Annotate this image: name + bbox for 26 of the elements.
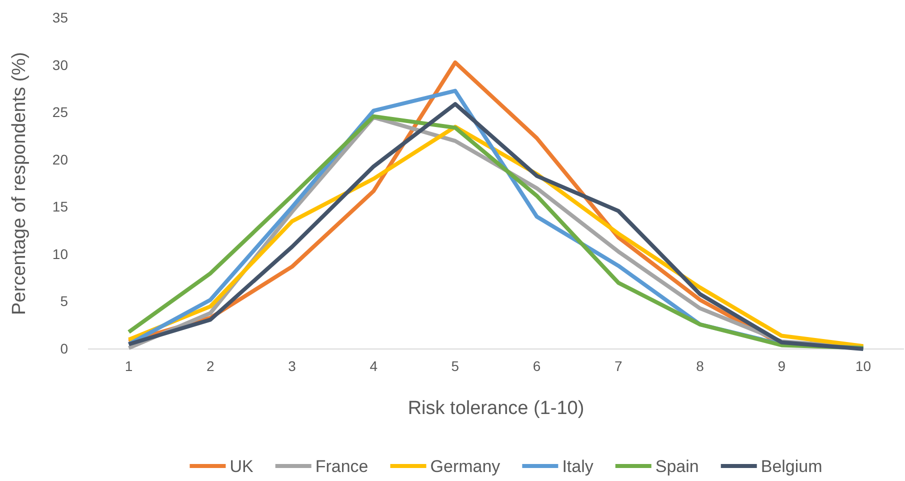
- legend-label: France: [315, 457, 368, 476]
- legend-label: Belgium: [760, 457, 822, 476]
- y-tick-label: 25: [52, 104, 68, 120]
- x-axis-title: Risk tolerance (1-10): [408, 398, 584, 419]
- y-tick-label: 30: [52, 56, 68, 73]
- x-tick-label: 4: [370, 358, 378, 374]
- y-tick-label: 10: [52, 246, 68, 262]
- x-tick-label: 1: [124, 358, 133, 374]
- y-tick-label: 5: [60, 293, 68, 310]
- x-tick-label: 10: [855, 358, 872, 374]
- x-tick-label: 7: [614, 358, 622, 374]
- x-tick-label: 6: [532, 358, 541, 374]
- x-tick-label: 9: [778, 358, 786, 374]
- x-tick-label: 5: [451, 358, 460, 374]
- y-axis-title: Percentage of respondents (%): [9, 52, 30, 315]
- legend-label: Italy: [562, 457, 594, 476]
- y-tick-label: 0: [60, 340, 68, 356]
- y-tick-label: 35: [52, 9, 68, 26]
- x-tick-label: 3: [288, 358, 296, 374]
- legend-label: Germany: [430, 457, 501, 476]
- y-tick-label: 20: [52, 151, 68, 168]
- x-tick-label: 8: [696, 358, 704, 374]
- y-tick-label: 15: [52, 198, 68, 215]
- x-tick-label: 2: [206, 358, 214, 374]
- legend-label: Spain: [655, 457, 699, 476]
- legend-label: UK: [230, 457, 254, 476]
